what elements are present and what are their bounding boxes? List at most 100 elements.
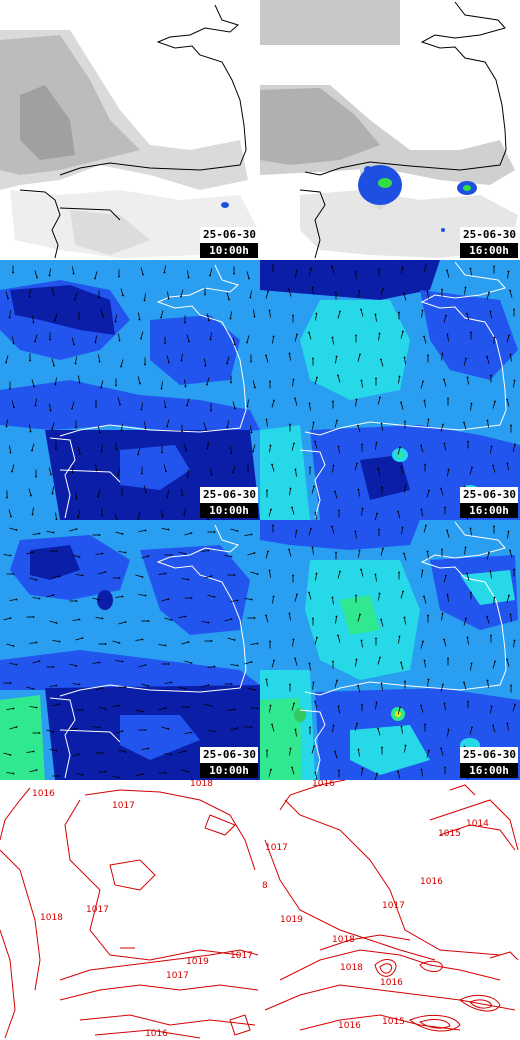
arrow-head-icon — [141, 638, 144, 641]
arrow-icon — [11, 400, 15, 408]
arrow-head-icon — [52, 666, 55, 668]
arrow-icon — [51, 358, 55, 366]
arrow-icon — [201, 550, 209, 552]
arrow-head-icon — [338, 509, 340, 512]
time-label: 10:00h — [200, 763, 258, 778]
arrow-head-icon — [380, 422, 383, 425]
arrow-icon — [75, 356, 77, 364]
arrow-head-icon — [137, 453, 139, 456]
isobar-map: 1016 1017 1018 1017 1018 1019 1017 1016 … — [0, 780, 260, 1040]
timestamp: 25-06-30 10:00h — [200, 487, 258, 518]
arrow-head-icon — [115, 448, 118, 451]
arrow-icon — [507, 531, 509, 539]
arrow-head-icon — [164, 406, 167, 409]
arrow-icon — [337, 311, 341, 319]
arrow-icon — [5, 355, 9, 363]
arrow-head-icon — [316, 376, 318, 379]
arrow-icon — [314, 377, 318, 385]
arrow-head-icon — [355, 334, 357, 337]
arrow-head-icon — [425, 264, 427, 267]
arrow-icon — [315, 512, 317, 520]
arrow-head-icon — [332, 724, 335, 727]
arrow-icon — [269, 310, 271, 318]
arrow-head-icon — [295, 269, 298, 272]
cloud-rain-panel-1600: 25-06-30 16:00h — [260, 0, 520, 260]
arrow-head-icon — [514, 703, 516, 706]
arrow-head-icon — [357, 488, 360, 491]
arrow-icon — [358, 550, 360, 558]
arrow-icon — [493, 337, 495, 345]
arrow-head-icon — [404, 744, 407, 747]
arrow-icon — [470, 528, 472, 536]
arrow-icon — [357, 425, 361, 433]
arrow-icon — [269, 445, 271, 453]
arrow-head-icon — [229, 317, 232, 320]
arrow-head-icon — [446, 333, 449, 336]
arrow-head-icon — [441, 288, 443, 291]
arrow-head-icon — [376, 512, 378, 515]
arrow-head-icon — [466, 376, 469, 379]
arrow-head-icon — [446, 593, 449, 596]
arrow-head-icon — [120, 365, 122, 368]
arrow-icon — [29, 424, 31, 432]
arrow-head-icon — [269, 380, 271, 383]
arrow-icon — [447, 334, 449, 342]
arrow-head-icon — [490, 445, 493, 448]
arrow-icon — [135, 639, 143, 641]
arrow-head-icon — [339, 570, 341, 573]
arrow-head-icon — [31, 513, 34, 516]
arrow-head-icon — [420, 704, 422, 707]
arrow-icon — [118, 749, 126, 753]
arrow-icon — [420, 445, 424, 453]
arrow-head-icon — [253, 315, 256, 318]
arrow-icon — [78, 375, 80, 383]
arrow-head-icon — [75, 497, 78, 500]
arrow-icon — [470, 403, 472, 411]
arrow-icon — [400, 402, 404, 410]
arrow-head-icon — [404, 484, 407, 487]
arrow-icon — [295, 530, 297, 538]
arrow-head-icon — [51, 492, 54, 495]
arrow-head-icon — [493, 525, 495, 528]
arrow-icon — [427, 679, 429, 687]
arrow-icon — [466, 573, 470, 581]
arrow-head-icon — [356, 722, 358, 725]
arrow-head-icon — [101, 617, 104, 620]
arrow-head-icon — [29, 430, 32, 433]
arrow-head-icon — [403, 356, 406, 359]
arrow-head-icon — [337, 634, 339, 637]
arrow-head-icon — [378, 268, 380, 271]
arrow-icon — [95, 617, 103, 619]
arrow-icon — [492, 465, 496, 473]
arrow-icon — [486, 292, 490, 300]
arrow-head-icon — [121, 730, 124, 732]
arrow-head-icon — [292, 314, 294, 317]
arrow-head-icon — [75, 528, 78, 530]
arrow-head-icon — [78, 683, 81, 686]
arrow-head-icon — [81, 637, 84, 639]
arrow-head-icon — [164, 772, 167, 774]
arrow-icon — [166, 419, 170, 427]
arrow-icon — [207, 666, 215, 668]
arrow-head-icon — [236, 599, 239, 602]
arrow-icon — [95, 687, 103, 691]
arrow-head-icon — [291, 766, 293, 769]
arrow-head-icon — [58, 640, 61, 643]
arrow-head-icon — [120, 429, 123, 432]
arrow-icon — [332, 725, 334, 733]
arrow-icon — [334, 420, 338, 428]
arrow-icon — [470, 268, 472, 276]
arrow-head-icon — [376, 772, 378, 775]
wind-altitude-panel-1600: 25-06-30 16:00h — [260, 520, 520, 780]
arrow-head-icon — [315, 572, 318, 575]
arrow-head-icon — [58, 703, 61, 705]
arrow-icon — [400, 591, 404, 599]
arrow-icon — [114, 513, 118, 520]
arrow-head-icon — [187, 578, 190, 581]
arrow-icon — [52, 703, 60, 707]
arrow-icon — [250, 571, 258, 575]
arrow-head-icon — [5, 425, 8, 428]
arrow-head-icon — [184, 615, 187, 618]
arrow-icon — [360, 309, 364, 317]
